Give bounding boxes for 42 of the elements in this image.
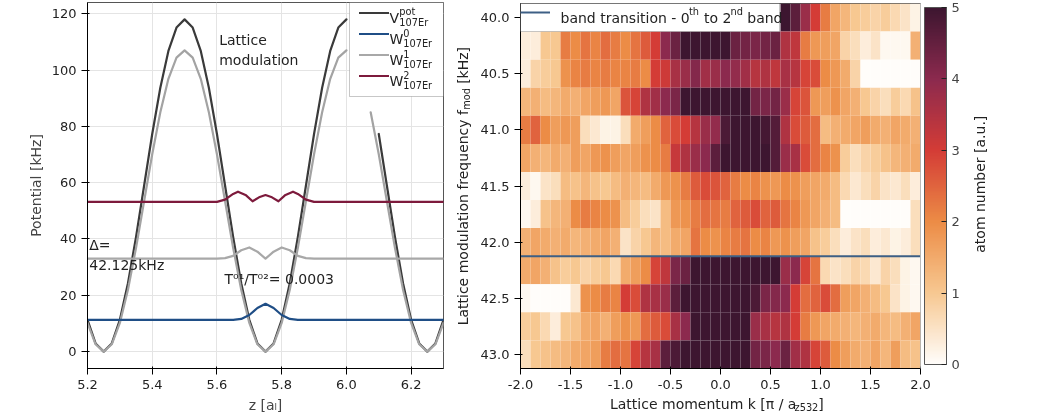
y-tick-label: 41.0 [480,122,510,138]
x-tick-label: -0.5 [657,376,684,392]
y-tick-label: 42.0 [480,234,510,250]
x-tick-label: 5.6 [206,376,228,392]
y-axis-title: Lattice modulation frequency fmod [kHz] [454,46,473,326]
y-tick-label: 0 [68,344,77,360]
y-tick-label: 41.5 [480,178,510,194]
y-tick-label: 100 [51,62,77,78]
x-tick-label: 1.5 [860,376,881,392]
y-tick-label: 43.0 [480,346,510,362]
x-tick-label: -1.5 [557,376,584,392]
x-tick-label: 5.2 [77,376,98,392]
x-tick-label: 6.2 [400,376,422,392]
x-tick-label: -1.0 [607,376,634,392]
color-bar-title: atom number [a.u.] [971,115,988,253]
y-tick-label: 20 [59,287,77,303]
color-bar-label: 2 [951,214,960,230]
color-bar-label: 1 [951,285,960,301]
x-tick-label: 0.5 [760,376,781,392]
x-tick-label: 6.0 [336,376,357,392]
annotation: Lattice modulation [219,32,299,68]
color-bar-label: 0 [951,357,960,372]
y-axis-title: Potential [kHz] [27,134,44,237]
x-tick-label: -2.0 [507,376,534,392]
y-tick-label: 60 [59,175,77,191]
x-tick-label: 2.0 [910,376,931,392]
x-tick-label: 5.4 [141,376,163,392]
y-tick-label: 120 [51,6,77,22]
y-tick-label: 42.5 [480,290,510,306]
x-tick-label: 1.0 [810,376,831,392]
y-tick-label: 40 [59,231,77,247]
line-series [87,302,444,321]
y-tick-label: 80 [59,118,77,134]
y-tick-label: 40.0 [480,10,510,26]
x-axis-title: z [aₗ] [248,396,283,413]
color-bar-label: 4 [951,71,960,87]
y-tick-label: 40.5 [480,66,510,82]
line-series [87,190,444,203]
color-bar-label: 3 [951,142,960,158]
color-bar-label: 5 [951,0,960,15]
x-tick-label: 5.8 [271,376,293,392]
x-tick-label: 0.0 [710,376,731,392]
